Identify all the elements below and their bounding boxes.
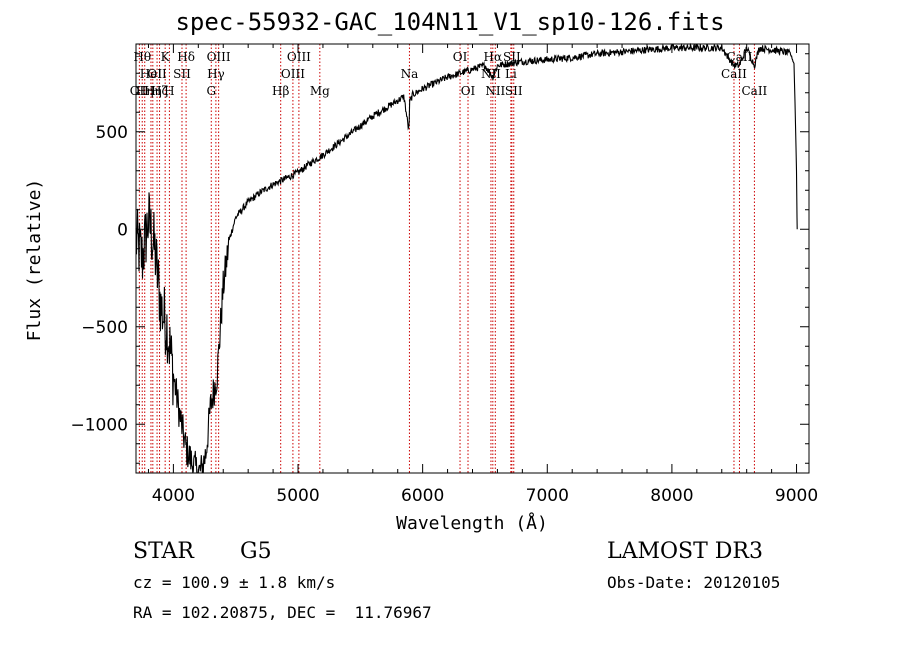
spectrum-line (135, 42, 798, 474)
spectral-line-label: Hδ (177, 50, 195, 64)
spectral-line-label: OII (147, 67, 167, 81)
y-axis-ticks: −1000 −500 0 500 (70, 53, 809, 464)
object-class: STAR (133, 539, 194, 564)
survey-name: LAMOST DR3 (607, 539, 763, 564)
spectral-line-label: HeI (140, 67, 163, 81)
y-tick-label: −1000 (70, 415, 128, 435)
spectral-line-label: Hη (144, 84, 162, 98)
x-axis-label: Wavelength (Å) (396, 512, 548, 534)
spectral-line-label: Hη (136, 84, 154, 98)
chart-title: spec-55932-GAC_104N11_V1_sp10-126.fits (175, 8, 725, 36)
spectral-line-markers (138, 44, 755, 473)
spectral-line-label: H (164, 84, 174, 98)
ra-dec-coordinates: RA = 102.20875, DEC = 11.76967 (133, 603, 432, 622)
spectral-line-label: OIII (281, 67, 305, 81)
y-tick-label: −500 (81, 318, 128, 338)
spectral-line-label: OI (461, 84, 476, 98)
spectral-line-label: Mg (310, 84, 330, 98)
redshift-velocity: cz = 100.9 ± 1.8 km/s (133, 573, 336, 592)
spectral-line-label: Hβ (272, 84, 289, 98)
spectral-line-label: Li (505, 67, 517, 81)
x-tick-label: 7000 (526, 486, 569, 506)
spectral-line-label: Hγ (207, 67, 225, 81)
x-tick-label: 8000 (650, 486, 693, 506)
spectral-line-label: CaII (741, 84, 767, 98)
spectral-line-label: SII (503, 50, 521, 64)
x-tick-label: 9000 (775, 486, 818, 506)
observation-date: Obs-Date: 20120105 (607, 573, 781, 592)
spectral-line-label: OIII (287, 50, 311, 64)
spectral-line-label: OII (130, 84, 150, 98)
spectral-line-label: CaII (721, 67, 747, 81)
plot-frame (135, 43, 810, 474)
y-tick-label: 500 (96, 123, 128, 143)
spectral-line-label: Na (401, 67, 419, 81)
x-tick-label: 4000 (152, 486, 195, 506)
spectral-line-label: SII (173, 67, 191, 81)
x-tick-label: 6000 (401, 486, 444, 506)
y-axis-label: Flux (relative) (24, 179, 45, 342)
x-tick-label: 5000 (276, 486, 319, 506)
spectral-line-labels: OIIHθHηHeIHηOIIHζKHSIIHδGHγOIIIHβOIIIOII… (130, 50, 768, 98)
spectral-line-label: G (206, 84, 216, 98)
spectral-line-label: OI (453, 50, 468, 64)
x-axis-ticks: 4000 5000 6000 7000 8000 9000 (147, 44, 818, 506)
spectral-line-label: Hζ (151, 84, 168, 98)
y-tick-label: 0 (117, 220, 128, 240)
spectral-line-label: OIII (207, 50, 231, 64)
spectrum-series (135, 42, 798, 474)
spectral-line-label: K (161, 50, 171, 64)
spectral-line-label: Hα (484, 50, 503, 64)
spectral-line-label: SII (505, 84, 523, 98)
object-subclass: G5 (240, 539, 272, 564)
spectral-line-label: NII (485, 84, 505, 98)
